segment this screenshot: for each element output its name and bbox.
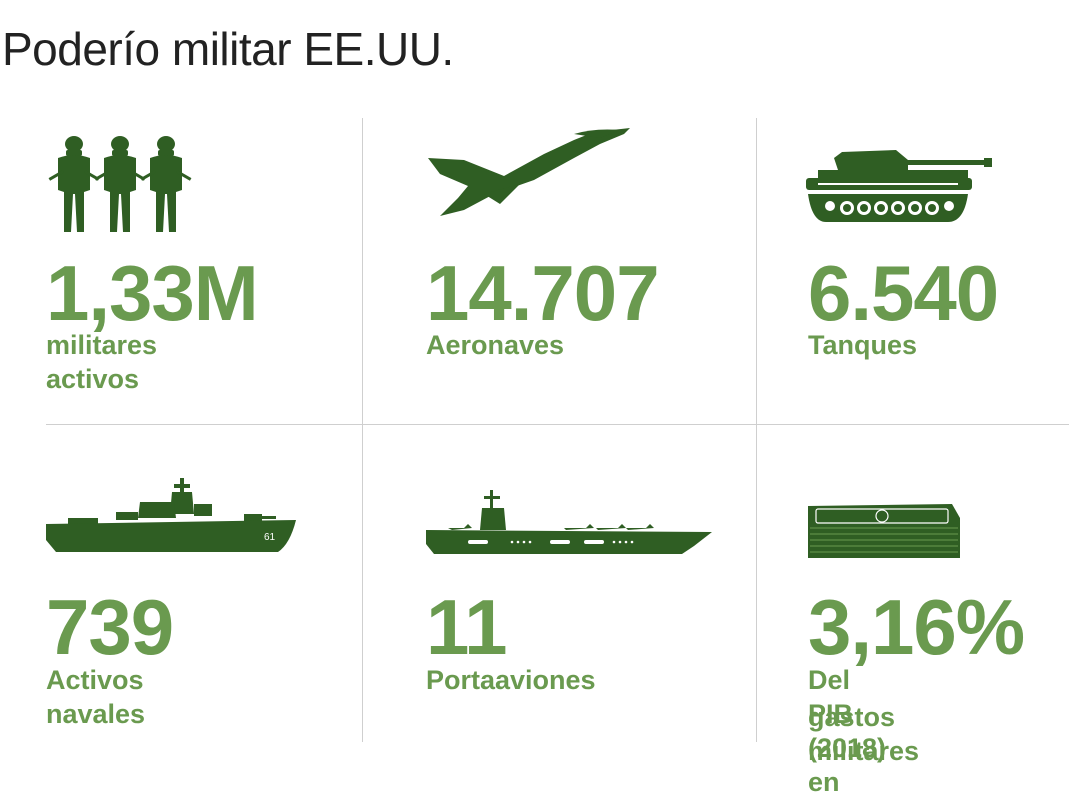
stat-label-line-2: gastos militares [808, 702, 920, 766]
divider-vertical-2 [756, 118, 757, 424]
stat-value: 1,33M [46, 249, 259, 337]
soldiers-icon [48, 136, 192, 232]
stat-label: Portaaviones [426, 665, 596, 695]
fighter-jet-icon [428, 128, 630, 216]
stat-value: 14.707 [426, 249, 660, 337]
page-title: Poderío militar EE.UU. [2, 23, 454, 75]
divider-horizontal [46, 424, 1069, 425]
stat-label: Tanques [808, 330, 918, 360]
stat-value: 11 [426, 583, 507, 671]
aircraft-carrier-icon [426, 490, 712, 554]
stat-value: 739 [46, 583, 174, 671]
stat-value: 3,16% [808, 583, 1025, 671]
stats-grid: 1,33M militares activos 14.707 Aeronaves [0, 118, 1069, 797]
warship-icon: 61 [46, 478, 296, 552]
divider-vertical-3 [362, 424, 363, 742]
divider-vertical-1 [362, 118, 363, 424]
stat-value: 6.540 [808, 249, 999, 337]
stat-label: militares activos [46, 330, 158, 394]
divider-vertical-4 [756, 424, 757, 742]
stat-label: Aeronaves [426, 330, 565, 360]
tank-icon [806, 150, 992, 222]
svg-text:61: 61 [264, 532, 276, 543]
stat-label: Activos navales [46, 665, 146, 729]
money-stack-icon [808, 504, 960, 558]
